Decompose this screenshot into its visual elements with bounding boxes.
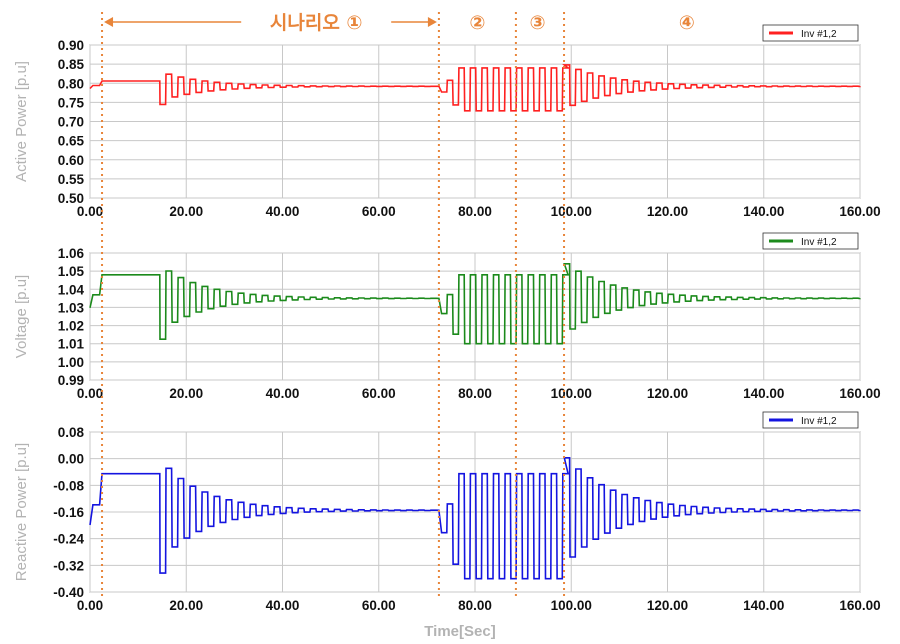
x-tick-label: 20.00 [169, 386, 203, 401]
y-tick-label: -0.16 [53, 505, 84, 520]
scenario-arrowhead-left [104, 17, 114, 27]
x-axis-label: Time[Sec] [424, 623, 495, 640]
scenario-label-4: ④ [679, 12, 695, 34]
scenario-arrowhead-right [427, 17, 437, 27]
x-tick-label: 100.00 [551, 598, 592, 613]
y-tick-label: 0.90 [58, 38, 84, 53]
x-tick-label: 40.00 [266, 598, 300, 613]
x-tick-label: 120.00 [647, 204, 688, 219]
y-axis-label: Voltage [p.u] [13, 275, 30, 358]
x-tick-label: 160.00 [839, 598, 880, 613]
y-tick-label: 0.50 [58, 191, 84, 206]
x-tick-label: 120.00 [647, 598, 688, 613]
y-tick-label: 0.60 [58, 153, 84, 168]
y-tick-label: 1.04 [58, 282, 85, 297]
legend-label: Inv #1,2 [801, 237, 837, 248]
legend-box [762, 232, 859, 250]
y-tick-label: 0.08 [58, 425, 85, 440]
x-tick-label: 20.00 [169, 598, 203, 613]
scenario-label-3: ③ [530, 12, 546, 34]
x-tick-label: 40.00 [266, 204, 300, 219]
x-tick-label: 140.00 [743, 204, 784, 219]
y-tick-label: 0.85 [58, 57, 85, 72]
y-tick-label: 0.00 [58, 452, 84, 467]
legend-label: Inv #1,2 [801, 416, 837, 427]
y-tick-label: 1.00 [58, 355, 84, 370]
y-tick-label: 1.01 [58, 337, 85, 352]
x-tick-label: 80.00 [458, 386, 492, 401]
y-tick-label: 1.02 [58, 319, 84, 334]
x-tick-label: 60.00 [362, 204, 396, 219]
y-tick-label: -0.32 [53, 558, 84, 573]
y-tick-label: 0.80 [58, 76, 84, 91]
x-tick-label: 0.00 [77, 204, 103, 219]
chart-panel-2: 0.99 1.00 1.01 1.02 1.03 1.04 1.05 1.06 0.00 20.0… [13, 232, 881, 401]
x-tick-label: 60.00 [362, 598, 396, 613]
scenario-label-1: 시나리오 ① [270, 12, 363, 34]
y-axis-label: Active Power [p.u] [13, 61, 30, 182]
legend: Inv #1,2 [762, 411, 859, 429]
y-tick-label: 0.99 [58, 373, 84, 388]
x-tick-label: 20.00 [169, 204, 203, 219]
x-tick-label: 60.00 [362, 386, 396, 401]
y-axis-label: Reactive Power [p.u] [13, 443, 30, 581]
x-tick-label: 100.00 [551, 204, 592, 219]
x-tick-label: 80.00 [458, 598, 492, 613]
x-tick-label: 160.00 [839, 204, 880, 219]
x-tick-label: 140.00 [743, 386, 784, 401]
chart-panel-1: 0.50 0.55 0.60 0.65 0.70 0.75 0.80 0.85 0.90 0.00… [13, 24, 881, 219]
y-tick-label: 1.06 [58, 246, 85, 261]
x-tick-label: 140.00 [743, 598, 784, 613]
legend-box [762, 24, 859, 42]
legend-label: Inv #1,2 [801, 29, 837, 40]
series-line [89, 64, 861, 112]
y-tick-label: 0.55 [58, 172, 85, 187]
y-tick-label: -0.40 [53, 585, 84, 600]
y-tick-label: -0.24 [53, 532, 84, 547]
scenario-label-2: ② [469, 12, 485, 34]
chart-panel-3: -0.40 -0.32 -0.24 -0.16 -0.08 0.00 0.08 0.00 20.… [13, 411, 881, 613]
y-tick-label: 0.75 [58, 95, 85, 110]
y-tick-label: 0.65 [58, 134, 85, 149]
legend-box [762, 411, 859, 429]
x-tick-label: 40.00 [266, 386, 300, 401]
x-tick-label: 80.00 [458, 204, 492, 219]
x-tick-label: 0.00 [77, 598, 103, 613]
y-tick-label: 0.70 [58, 115, 84, 130]
y-tick-label: 1.03 [58, 300, 85, 315]
series-line [89, 457, 861, 580]
y-tick-label: 1.05 [58, 264, 85, 279]
y-tick-label: -0.08 [53, 478, 84, 493]
legend: Inv #1,2 [762, 24, 859, 42]
x-tick-label: 160.00 [839, 386, 880, 401]
x-tick-label: 0.00 [77, 386, 103, 401]
legend: Inv #1,2 [762, 232, 859, 250]
x-tick-label: 120.00 [647, 386, 688, 401]
x-tick-label: 100.00 [551, 386, 592, 401]
